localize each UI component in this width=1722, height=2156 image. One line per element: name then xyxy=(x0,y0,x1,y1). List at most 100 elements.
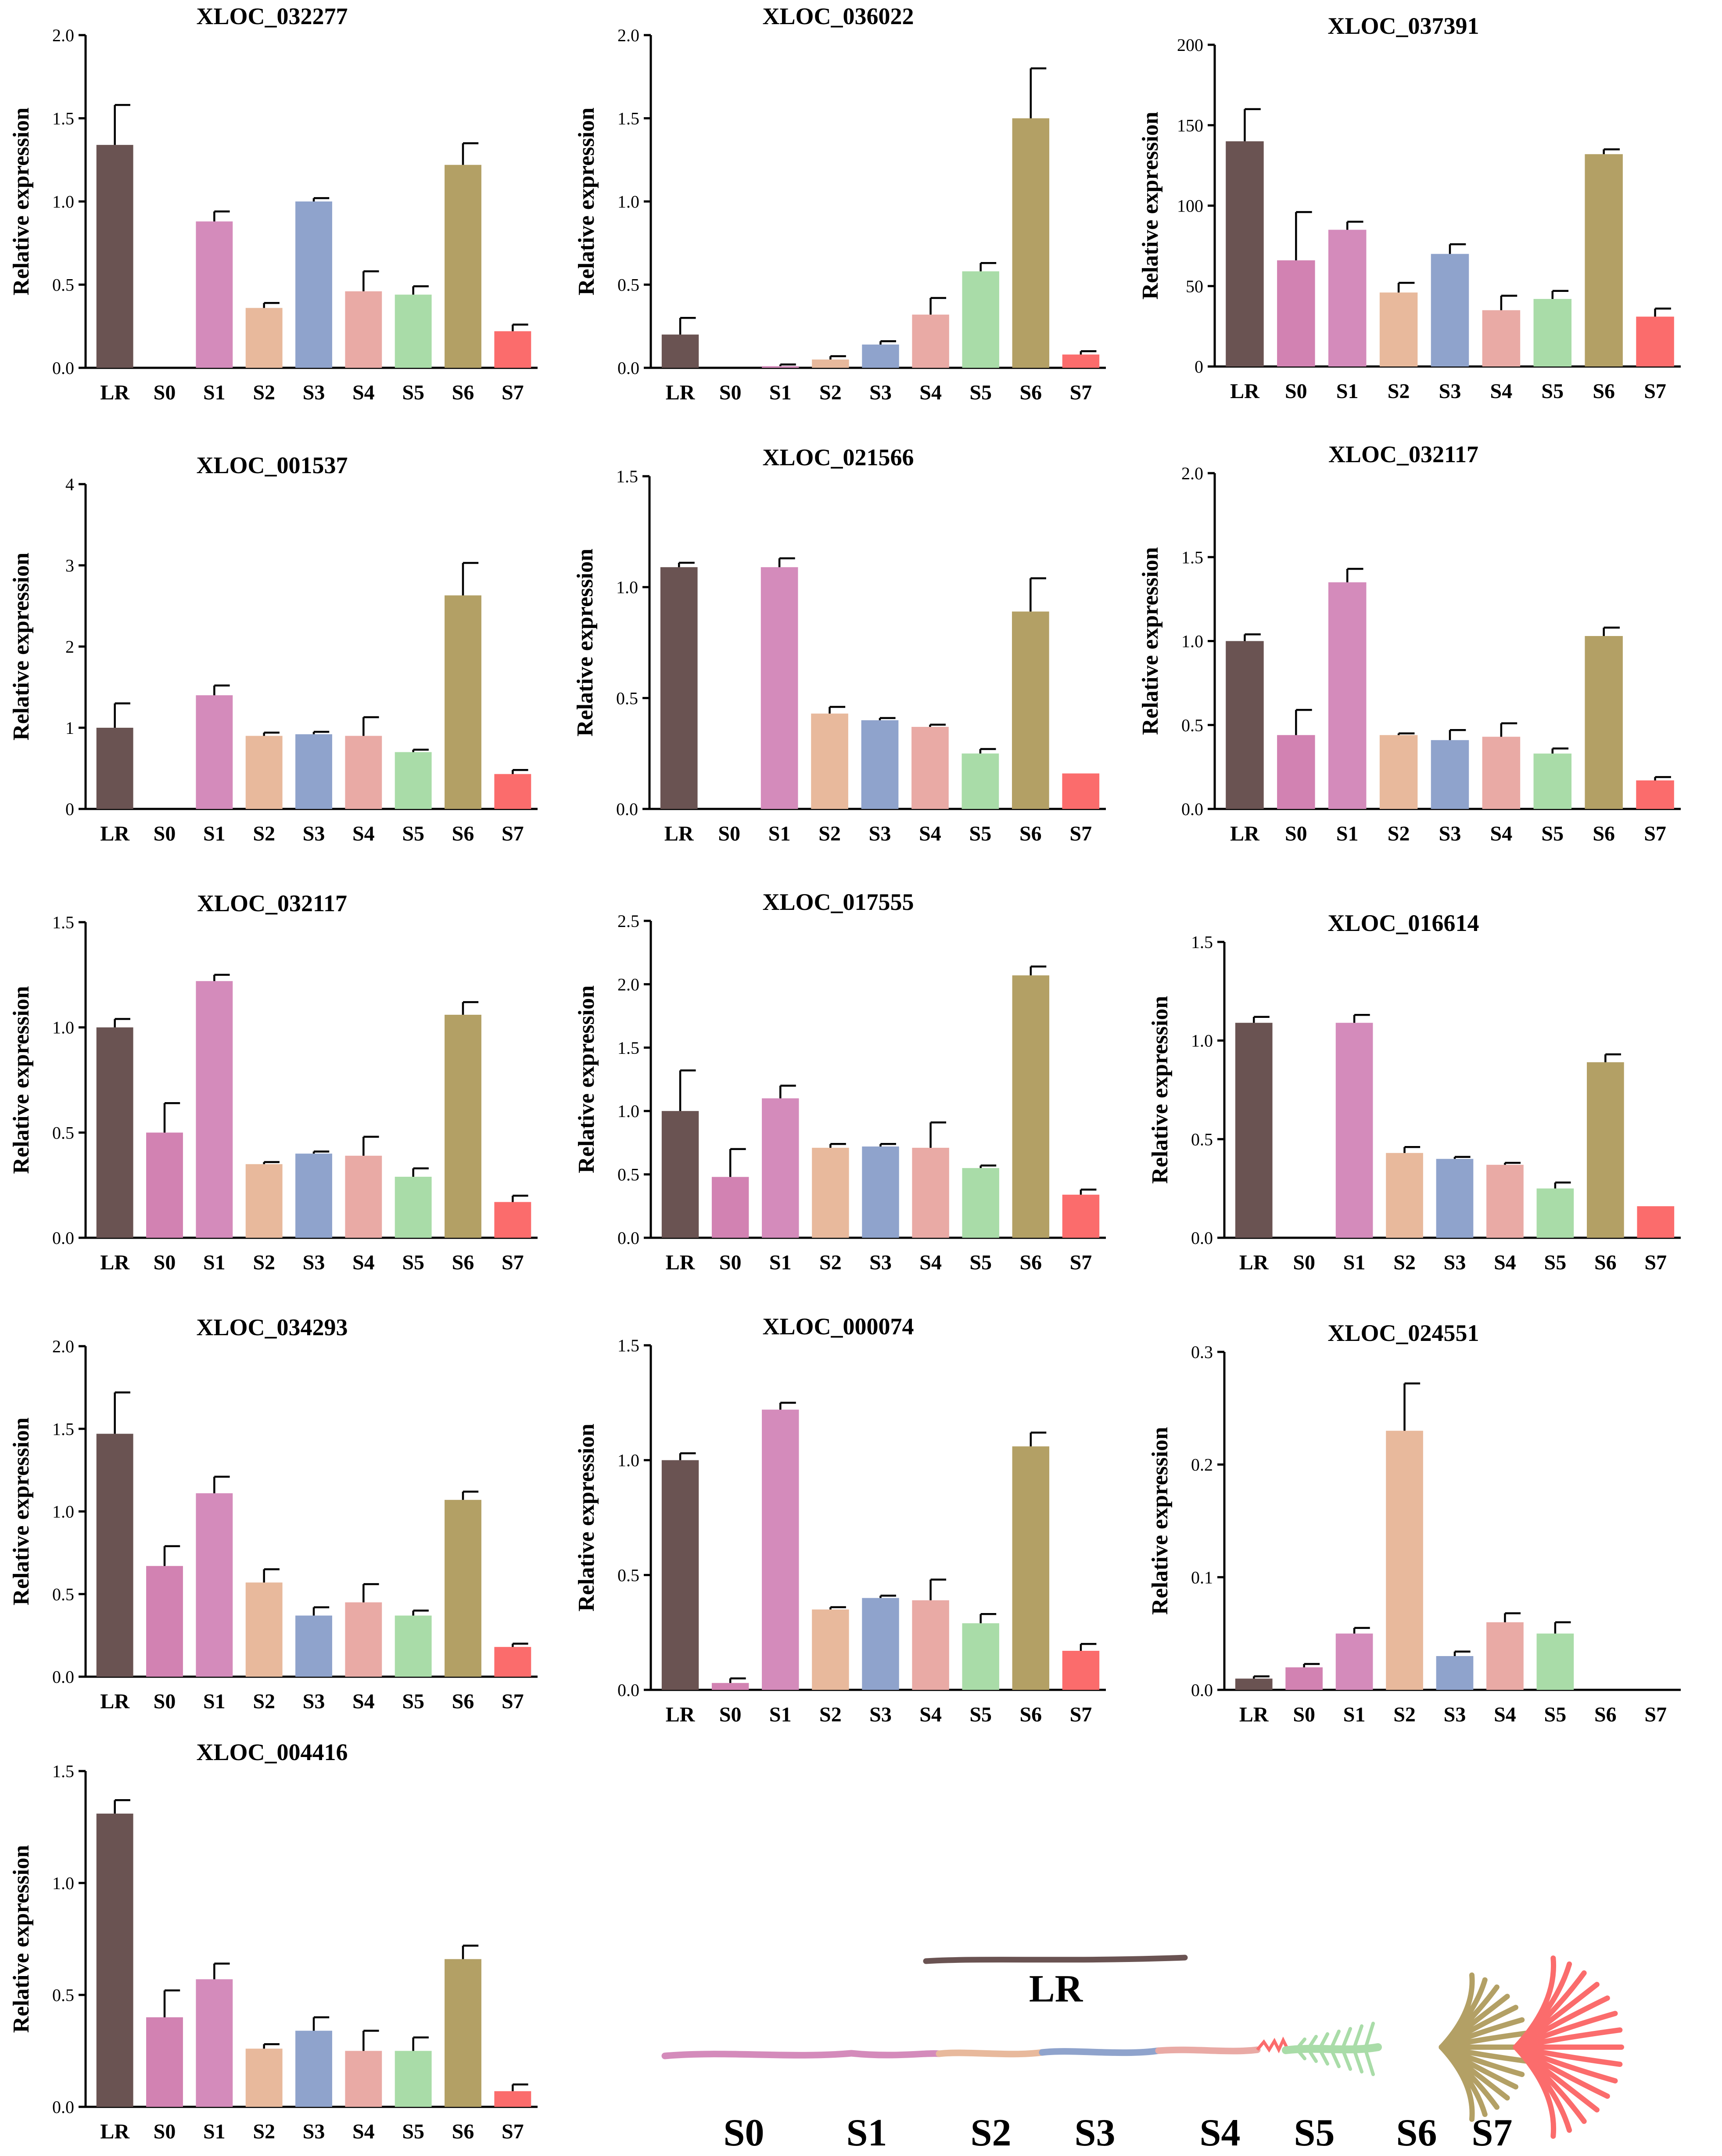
bar-s3 xyxy=(1431,740,1469,809)
error-bar xyxy=(1353,1014,1370,1023)
error-bar xyxy=(1295,211,1312,261)
bar-s7 xyxy=(1636,316,1674,367)
x-tick-label: S4 xyxy=(919,381,942,404)
error-bar xyxy=(979,262,997,272)
y-tick-label: 1.0 xyxy=(617,192,639,212)
y-tick-label: 0.0 xyxy=(52,1667,74,1687)
error-bar xyxy=(213,684,230,695)
y-tick-label: 1.0 xyxy=(1181,632,1203,651)
y-axis-label: Relative expression xyxy=(1138,111,1163,299)
x-tick-label: S2 xyxy=(253,1251,275,1274)
y-tick-label: 0.5 xyxy=(52,1985,74,2005)
error-bar xyxy=(879,340,896,345)
error-bar xyxy=(1252,1675,1270,1679)
error-bar xyxy=(1244,108,1261,141)
bar-chart-panel: XLOC_032277 Relative expression 0.0 0.5 1.0 1… xyxy=(9,3,538,404)
x-tick-label: S6 xyxy=(1019,381,1042,404)
bar-s1 xyxy=(1328,230,1367,367)
bar-s3 xyxy=(295,201,332,368)
bar-s2 xyxy=(812,1609,849,1690)
legend-stage-label: S4 xyxy=(1200,2112,1241,2154)
error-bar xyxy=(929,1578,947,1600)
bar-s6 xyxy=(1012,118,1050,368)
x-tick-label: LR xyxy=(664,822,694,845)
error-bar xyxy=(1303,1663,1320,1667)
x-tick-label: S1 xyxy=(768,822,791,845)
error-bar xyxy=(1030,965,1047,976)
bar-s7 xyxy=(1062,354,1100,368)
legend-stage-label: S5 xyxy=(1294,2112,1335,2154)
error-bar xyxy=(1449,729,1466,740)
y-tick-label: 0.5 xyxy=(1181,715,1203,735)
x-tick-label: S6 xyxy=(452,2120,474,2143)
bar-s5 xyxy=(1536,1188,1574,1238)
bar-s2 xyxy=(245,736,283,809)
bar-s1 xyxy=(196,981,233,1238)
bar-s6 xyxy=(445,1500,481,1677)
y-tick-label: 0.0 xyxy=(1191,1680,1213,1700)
legend-stage-label: S6 xyxy=(1396,2112,1437,2154)
error-bar xyxy=(263,302,280,308)
bar-s4 xyxy=(912,314,949,368)
x-tick-label: S1 xyxy=(1343,1703,1366,1726)
bar-s7 xyxy=(494,1647,531,1677)
x-tick-label: S6 xyxy=(1594,1251,1617,1274)
bar-s3 xyxy=(295,734,332,809)
x-tick-label: LR xyxy=(100,2120,130,2143)
error-bar xyxy=(1654,776,1671,780)
bar-s6 xyxy=(1012,1446,1050,1690)
error-bar xyxy=(879,1143,896,1147)
x-tick-label: S4 xyxy=(352,381,375,404)
y-tick-label: 0 xyxy=(1195,357,1203,377)
error-bar xyxy=(1080,1189,1097,1195)
x-tick-label: S7 xyxy=(502,822,524,845)
error-bar xyxy=(512,1642,528,1647)
x-tick-label: S0 xyxy=(1285,380,1307,403)
error-bar xyxy=(213,974,230,981)
error-bar xyxy=(362,1583,379,1603)
error-bar xyxy=(412,2036,429,2051)
error-bar xyxy=(1453,1156,1471,1159)
x-tick-label: S4 xyxy=(919,1251,942,1274)
x-tick-label: S7 xyxy=(1070,381,1092,404)
y-tick-label: 2.0 xyxy=(52,1337,74,1356)
bar-s4 xyxy=(345,291,382,368)
y-tick-label: 200 xyxy=(1177,35,1203,55)
error-bar xyxy=(263,1161,280,1164)
x-tick-label: S2 xyxy=(1393,1251,1416,1274)
x-tick-label: LR xyxy=(100,1690,130,1713)
legend-stage-label: S7 xyxy=(1472,2112,1513,2154)
chart-title: XLOC_021566 xyxy=(762,444,914,471)
x-tick-label: S4 xyxy=(919,1703,942,1726)
x-tick-label: S5 xyxy=(402,381,424,404)
bar-s0 xyxy=(1277,735,1315,809)
y-tick-label: 0.0 xyxy=(52,1228,74,1248)
x-tick-label: S3 xyxy=(1444,1703,1466,1726)
x-tick-label: LR xyxy=(666,1251,696,1274)
bar-s0 xyxy=(711,1177,749,1238)
x-tick-label: S6 xyxy=(452,1690,474,1713)
x-tick-label: S0 xyxy=(154,2120,176,2143)
x-tick-label: S6 xyxy=(1019,822,1042,845)
y-axis-label: Relative expression xyxy=(9,108,34,295)
bar-s5 xyxy=(1533,753,1572,809)
y-tick-label: 0.0 xyxy=(1181,799,1203,819)
y-tick-label: 0.5 xyxy=(52,1585,74,1604)
x-tick-label: S4 xyxy=(1494,1703,1516,1726)
bar-s1 xyxy=(762,366,799,368)
bar-s4 xyxy=(912,1147,949,1238)
x-tick-label: S6 xyxy=(1593,822,1615,845)
y-tick-label: 0.0 xyxy=(616,799,638,819)
x-tick-label: S2 xyxy=(1388,380,1410,403)
bar-s1 xyxy=(1335,1633,1373,1690)
error-bar xyxy=(778,557,795,568)
legend-stage-label: S3 xyxy=(1075,2112,1116,2154)
bar-s4 xyxy=(911,727,949,809)
bar-chart-panel: XLOC_004416 Relative expression 0.0 0.5 1.0 1… xyxy=(9,1739,538,2143)
error-bar xyxy=(362,270,379,291)
error-bar xyxy=(263,2043,280,2049)
bar-s1 xyxy=(196,695,233,809)
error-bar xyxy=(979,748,996,754)
bar-chart-panel: XLOC_037391 Relative expression 0 50 100 150 2… xyxy=(1138,13,1681,403)
x-tick-label: S1 xyxy=(1343,1251,1366,1274)
